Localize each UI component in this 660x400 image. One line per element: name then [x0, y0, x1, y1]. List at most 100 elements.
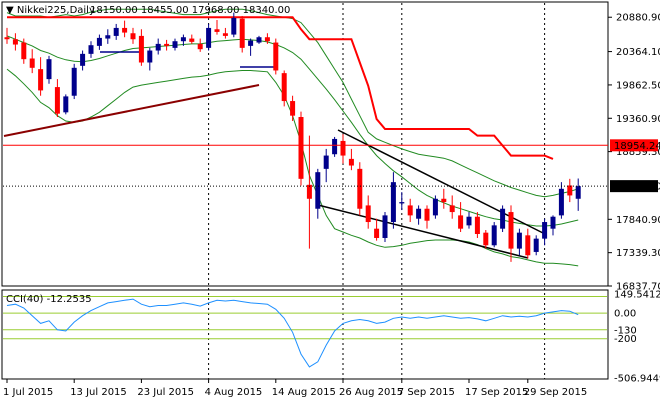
header-symbol-text: Nikkei225,Daily	[17, 5, 95, 16]
candle-42	[357, 162, 363, 216]
candle-38	[323, 148, 329, 183]
candle-body	[407, 205, 413, 216]
cci-tick-label-3: -200	[614, 334, 637, 345]
candle-14	[122, 20, 128, 38]
candle-body	[390, 182, 396, 223]
candle-body	[491, 225, 497, 246]
candle-17	[147, 47, 153, 71]
candle-6	[54, 79, 60, 118]
candle-body	[441, 198, 447, 203]
candle-body	[500, 208, 506, 229]
cci-panel: 149.5412 0.00 -130-200 -506.9449	[3, 290, 660, 385]
candle-body	[508, 212, 514, 249]
x-tick-label-3: 4 Aug 2015	[205, 387, 263, 398]
candle-19	[164, 39, 170, 51]
candle-body	[197, 43, 203, 50]
candle-body	[231, 17, 237, 35]
resistance-line	[7, 16, 554, 160]
candle-body	[374, 228, 380, 238]
candle-body	[105, 35, 111, 39]
x-tick-label-6: 7 Sep 2015	[398, 387, 455, 398]
candle-body	[365, 205, 371, 223]
candle-body	[54, 87, 60, 114]
y-tick-label-5: 17840.90	[616, 215, 660, 226]
header-arrow: ▼	[6, 5, 14, 16]
candle-body	[130, 33, 136, 40]
candle-body	[315, 172, 321, 209]
candle-body	[575, 186, 581, 199]
candle-35	[298, 111, 304, 186]
candle-34	[290, 95, 296, 121]
x-tick-label-5: 26 Aug 2015	[339, 387, 403, 398]
x-tick-label-4: 14 Aug 2015	[272, 387, 336, 398]
candle-body	[273, 42, 279, 71]
y-tick-label-7: 16837.70	[616, 282, 660, 293]
cci-tick-label-2: -130	[614, 325, 637, 336]
candle-body	[281, 73, 287, 102]
candle-body	[290, 101, 296, 116]
candle-33	[281, 70, 287, 107]
rising-trend-line	[3, 84, 260, 137]
candle-body	[214, 29, 220, 32]
candle-36	[306, 135, 312, 249]
candle-body	[29, 58, 35, 68]
candle-56	[474, 212, 480, 238]
price-tag-0	[610, 139, 658, 152]
candle-54	[458, 202, 464, 233]
candle-30	[256, 35, 262, 44]
candle-10	[88, 41, 94, 58]
y-tick-label-0: 20880.90	[616, 13, 660, 24]
y-axis: 20880.90 20364.10 19862.50 19360.90 18859.30…	[3, 13, 660, 293]
x-tick-label-1: 13 Jul 2015	[70, 387, 127, 398]
candle-41	[348, 148, 354, 171]
candle-body	[172, 41, 178, 48]
candle-body	[458, 215, 464, 229]
candle-21	[180, 34, 186, 46]
candle-body	[180, 37, 186, 42]
candle-67	[567, 178, 573, 203]
candle-body	[332, 138, 338, 155]
candle-16	[138, 29, 144, 66]
candle-48	[407, 198, 413, 223]
candle-20	[172, 38, 178, 51]
cci-tick-label-4: -506.9449	[614, 374, 660, 385]
candle-body	[264, 37, 270, 42]
lower-wedge-line	[317, 204, 529, 259]
candle-body	[38, 69, 44, 91]
candle-body	[138, 35, 144, 63]
candle-body	[348, 158, 354, 166]
candle-body	[88, 45, 94, 54]
candle-body	[416, 208, 422, 219]
candle-52	[441, 188, 447, 209]
x-tick-label-2: 23 Jul 2015	[137, 387, 194, 398]
candle-body	[4, 37, 10, 40]
price-tag-1	[610, 180, 658, 193]
x-axis: 1 Jul 2015 13 Jul 2015 23 Jul 2015 4 Aug 20…	[3, 379, 587, 398]
candle-50	[424, 205, 430, 229]
candle-body	[80, 53, 86, 66]
candle-body	[12, 39, 18, 45]
candle-body	[63, 96, 69, 113]
candle-28	[239, 15, 245, 53]
candle-body	[248, 40, 254, 46]
candle-body	[21, 42, 27, 60]
header: ▼ Nikkei225,Daily 18150.00 18455.00 1796…	[6, 5, 290, 305]
candle-45	[382, 212, 388, 242]
y-tick-label-3: 19360.90	[616, 114, 660, 125]
candle-24	[206, 23, 212, 51]
candle-61	[516, 228, 522, 256]
candle-body	[164, 43, 170, 46]
x-tick-label-8: 29 Sep 2015	[524, 387, 587, 398]
candle-body	[189, 38, 195, 42]
candle-37	[315, 168, 321, 219]
candle-1	[12, 33, 18, 51]
candle-55	[466, 212, 472, 229]
candle-43	[365, 195, 371, 229]
candle-4	[38, 57, 44, 96]
candle-body	[113, 27, 119, 36]
candle-64	[542, 218, 548, 246]
candle-body	[558, 188, 564, 216]
candle-2	[21, 38, 27, 64]
candle-body	[206, 27, 212, 48]
candle-body	[239, 18, 245, 48]
